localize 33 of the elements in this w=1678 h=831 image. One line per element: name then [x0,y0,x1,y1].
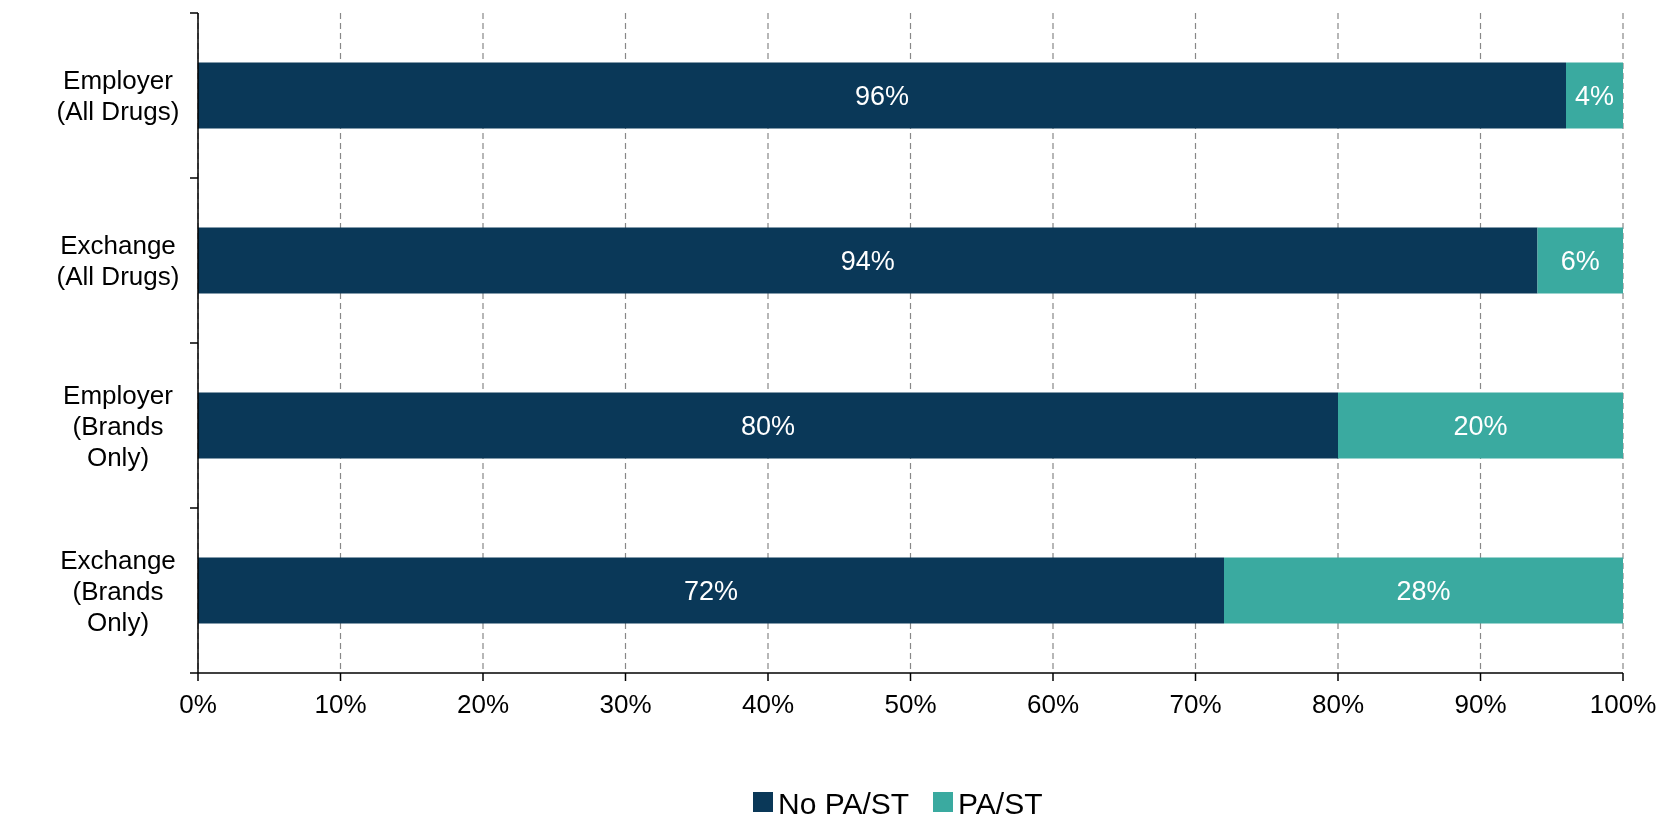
x-tick-label: 30% [599,689,652,719]
x-tick-label: 80% [1311,689,1365,719]
y-tick-label: Exchange (All Drugs) [56,230,180,292]
x-tick-label: 100% [1589,689,1657,719]
data-label: 96% [854,80,910,111]
x-tick-label: 40% [741,689,795,719]
bar [1224,557,1623,624]
x-tick-label: 90% [1454,689,1507,719]
bar [198,557,1224,624]
x-tick-label: 0% [179,689,217,719]
y-tick-label: Employer (All Drugs) [56,65,180,127]
data-label: 28% [1396,575,1451,606]
x-tick-label: 10% [314,689,367,719]
x-tick-label: 60% [1026,689,1080,719]
legend-label: No PA/ST [778,786,910,820]
bar [1537,227,1623,294]
y-tick-label: Exchange (Brands Only) [60,544,176,637]
legend-label: PA/ST [958,786,1043,820]
x-tick-label: 70% [1169,689,1222,719]
data-label: 94% [840,245,895,276]
data-label: 72% [683,575,739,606]
data-label: 4% [1574,80,1615,111]
bar [1566,62,1623,129]
y-tick-label: Employer (Brands Only) [63,379,174,472]
x-tick-label: 20% [456,689,510,719]
data-label: 6% [1560,245,1600,276]
bar [1338,392,1623,459]
bar [198,227,1538,294]
bar [198,62,1566,129]
data-label: 20% [1453,410,1508,441]
x-tick-label: 50% [884,689,937,719]
data-label: 80% [740,410,796,441]
bar [198,392,1338,459]
